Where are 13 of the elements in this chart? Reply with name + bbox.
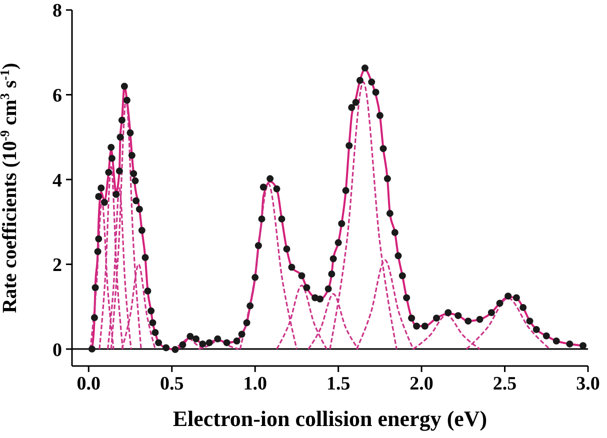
x-tick-label: 0.0 bbox=[76, 373, 101, 394]
x-tick-label: 1.0 bbox=[243, 373, 267, 394]
x-axis-title: Electron-ion collision energy (eV) bbox=[172, 406, 488, 431]
y-tick-label: 2 bbox=[52, 255, 62, 276]
x-tick-label: 2.0 bbox=[410, 373, 434, 394]
x-tick-label: 0.5 bbox=[160, 373, 184, 394]
x-tick-label: 2.5 bbox=[492, 373, 517, 394]
y-tick-label: 4 bbox=[52, 170, 62, 192]
x-tick-label: 1.5 bbox=[326, 373, 350, 394]
y-tick-label: 0 bbox=[52, 340, 62, 361]
y-tick-label: 8 bbox=[52, 0, 62, 22]
x-tick-label: 3.0 bbox=[576, 373, 600, 394]
y-tick-label: 6 bbox=[52, 86, 62, 107]
